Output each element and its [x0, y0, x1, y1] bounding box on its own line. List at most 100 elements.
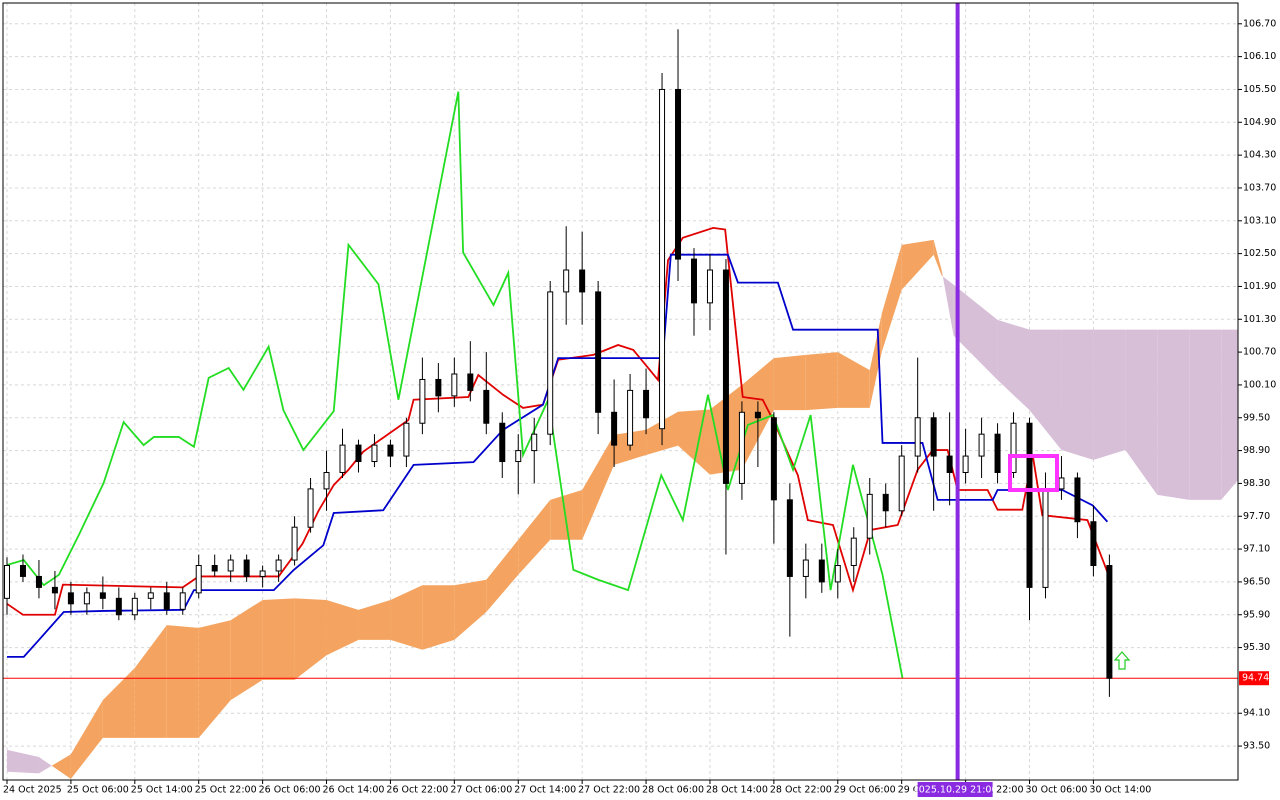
- candle-body: [898, 455, 905, 512]
- candle-body: [738, 411, 745, 484]
- y-tick-label: 93.50: [1243, 741, 1270, 752]
- candle-body: [387, 444, 394, 457]
- candle-body: [547, 291, 554, 435]
- candle-body: [754, 411, 761, 419]
- candle-body: [147, 592, 154, 599]
- candle-body: [1090, 521, 1097, 567]
- candle-body: [706, 269, 713, 304]
- y-tick-label: 104.30: [1243, 150, 1276, 161]
- cloud-segment: [486, 539, 519, 613]
- candle-body: [834, 565, 841, 583]
- cloud-segment: [550, 489, 583, 540]
- cloud-segment: [901, 239, 934, 290]
- candle-body: [3, 565, 10, 599]
- price-label-box: [1239, 671, 1269, 686]
- x-tick-label: 27 Oct 14:00: [514, 785, 576, 796]
- y-tick-label: 95.30: [1243, 642, 1270, 653]
- y-tick-label: 101.30: [1243, 314, 1276, 325]
- cloud-segment: [166, 625, 199, 738]
- y-tick-label: 106.70: [1243, 18, 1276, 29]
- cloud-segment: [997, 319, 1030, 411]
- candle-body: [163, 592, 170, 610]
- candle-body: [850, 537, 857, 567]
- candle-body: [451, 373, 458, 397]
- x-tick-label: 25 Oct 06:00: [67, 785, 129, 796]
- cloud-segment: [881, 244, 902, 353]
- candle-body: [1074, 477, 1081, 523]
- y-tick-label: 99.50: [1243, 412, 1270, 423]
- cloud-segment: [805, 352, 838, 411]
- candle-body: [627, 389, 634, 446]
- y-tick-label: 95.90: [1243, 609, 1270, 620]
- cloud-segment: [942, 276, 954, 336]
- y-tick-label: 94.10: [1243, 708, 1270, 719]
- candle-body: [722, 269, 729, 484]
- indicator-line: [6, 91, 904, 679]
- cloud-segment: [390, 585, 423, 650]
- candle-body: [866, 493, 873, 539]
- cloud-segment: [518, 499, 551, 575]
- candle-body: [515, 450, 522, 463]
- candle-body: [675, 88, 682, 260]
- cloud-segment: [773, 354, 806, 411]
- candle-body: [563, 269, 570, 293]
- y-tick-label: 103.10: [1243, 215, 1276, 226]
- candle-body: [131, 597, 138, 616]
- x-tick-label: 24 Oct 2025: [3, 785, 62, 796]
- candle-body: [1026, 422, 1033, 588]
- candle-body: [914, 417, 921, 457]
- candle-body: [579, 269, 586, 293]
- cloud-segment: [941, 270, 943, 277]
- candle-body: [1106, 565, 1113, 679]
- cloud-segment: [102, 667, 135, 738]
- candle-body: [419, 378, 426, 424]
- candle-body: [1058, 477, 1065, 490]
- candle-body: [259, 570, 266, 577]
- cloud-segment: [422, 585, 455, 650]
- candle-body: [307, 488, 314, 528]
- candle-body: [499, 422, 506, 463]
- candle-body: [211, 565, 218, 572]
- y-tick-label: 96.50: [1243, 576, 1270, 587]
- y-tick-label: 104.90: [1243, 117, 1276, 128]
- candle-body: [531, 433, 538, 452]
- cloud-segment: [933, 239, 942, 276]
- x-tick-label: 26 Oct 14:00: [323, 785, 385, 796]
- candle-body: [275, 559, 282, 572]
- candle-body: [946, 455, 953, 473]
- candle-body: [115, 597, 122, 616]
- overlay-layer: 106.70 106.10 105.50 104.90 104.30 103.70 103.…: [3, 3, 1276, 797]
- cloud-segment: [1221, 329, 1238, 500]
- candle-body: [1042, 488, 1049, 588]
- cloud-segment: [38, 757, 52, 774]
- cloud-segment: [70, 700, 103, 779]
- cursor-label-box: [917, 782, 993, 797]
- candle-body: [786, 499, 793, 577]
- cloud-segment: [6, 749, 39, 774]
- candle-body: [611, 411, 618, 446]
- candle-body: [595, 291, 602, 413]
- cloud-segment: [837, 352, 870, 408]
- highlight-box: [1008, 454, 1059, 492]
- candle-body: [227, 559, 234, 572]
- cloud-segment: [134, 625, 167, 738]
- cloud-segment: [198, 620, 231, 738]
- cloud-segment: [953, 284, 998, 381]
- y-tick-label: 98.90: [1243, 445, 1270, 456]
- y-tick-label: 102.50: [1243, 248, 1276, 259]
- cloud-segment: [454, 579, 487, 640]
- cursor-label: 2025.10.29 21:00: [913, 785, 998, 796]
- y-tick-label: 97.10: [1243, 544, 1270, 555]
- y-tick-label: 105.50: [1243, 84, 1276, 95]
- x-tick-label: 26 Oct 22:00: [386, 785, 448, 796]
- candle-body: [371, 444, 378, 463]
- price-label: 94.74: [1242, 673, 1269, 684]
- up-arrow: [1113, 651, 1131, 670]
- x-tick-label: 29 Oct 06:00: [834, 785, 896, 796]
- candle-body: [323, 471, 330, 490]
- candle-body: [1010, 422, 1017, 473]
- cloud-segment: [582, 434, 615, 540]
- candle-body: [35, 575, 42, 588]
